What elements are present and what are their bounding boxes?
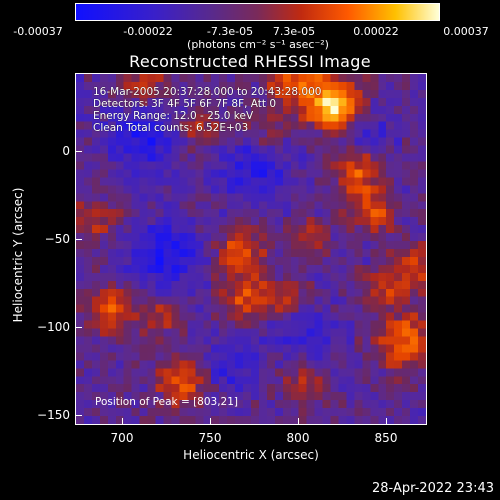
heatmap-canvas — [76, 74, 426, 424]
info-energy: Energy Range: 12.0 - 25.0 keV — [93, 110, 254, 122]
colorbar — [75, 3, 440, 21]
timestamp: 28-Apr-2022 23:43 — [372, 481, 494, 496]
colorbar-tick: 0.00037 — [443, 25, 489, 38]
info-clean: Clean Total counts: 6.52E+03 — [93, 122, 249, 134]
colorbar-tick: -0.00037 — [13, 25, 63, 38]
info-detectors: Detectors: 3F 4F 5F 6F 7F 8F, Att 0 — [93, 98, 277, 110]
y-tick: 0 — [62, 144, 70, 158]
y-axis-label: Heliocentric Y (arcsec) — [11, 187, 25, 323]
x-tick: 850 — [374, 431, 398, 445]
solar-image: 16-Mar-2005 20:37:28.000 to 20:43:28.000… — [75, 73, 427, 425]
colorbar-tick: 7.3e-05 — [272, 25, 316, 38]
colorbar-units: (photons cm⁻² s⁻¹ asec⁻²) — [187, 38, 329, 51]
info-time-range: 16-Mar-2005 20:37:28.000 to 20:43:28.000 — [93, 86, 322, 98]
colorbar-tick: -7.3e-05 — [206, 25, 254, 38]
y-tick: −150 — [37, 408, 70, 422]
colorbar-tick: 0.00022 — [353, 25, 399, 38]
x-tick: 750 — [198, 431, 222, 445]
y-tick: −100 — [37, 320, 70, 334]
colorbar-tick: -0.00022 — [123, 25, 173, 38]
x-tick: 700 — [110, 431, 134, 445]
y-tick: −50 — [44, 232, 70, 246]
x-axis-label: Heliocentric X (arcsec) — [183, 448, 319, 462]
image-title: Reconstructed RHESSI Image — [129, 52, 371, 71]
peak-position: Position of Peak = [803,21] — [95, 396, 239, 408]
x-tick: 800 — [286, 431, 310, 445]
